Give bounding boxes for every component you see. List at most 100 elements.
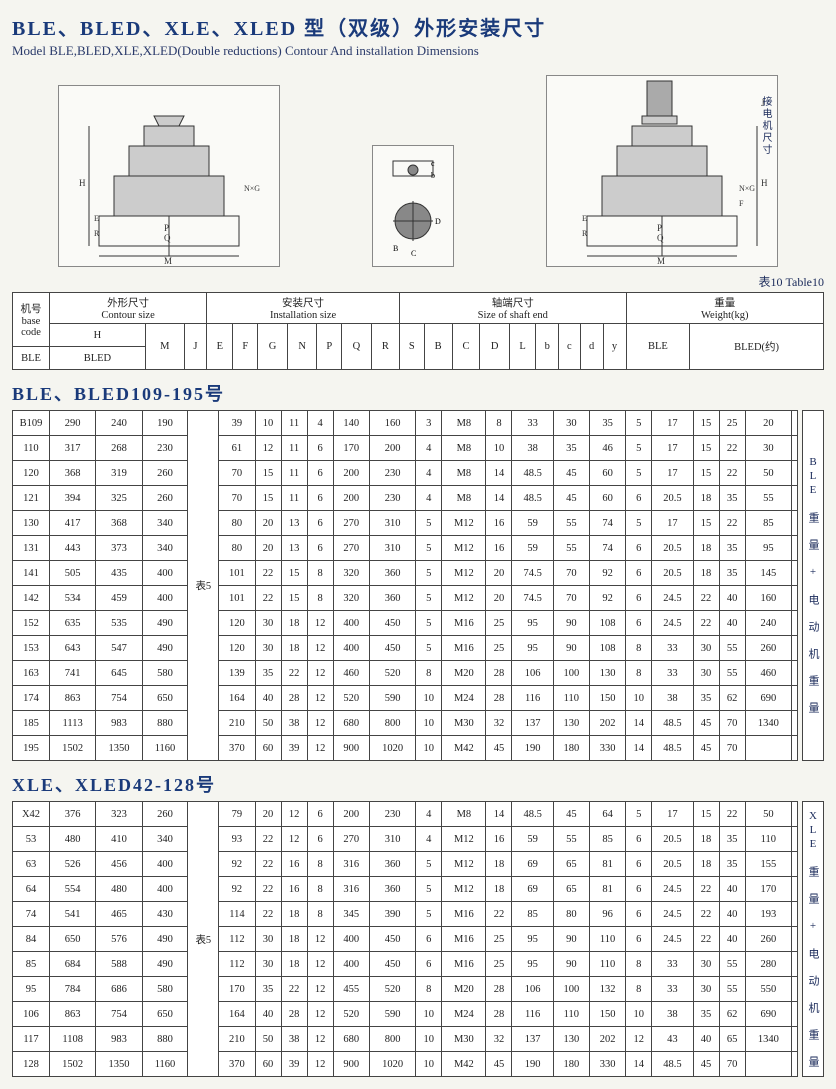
data-cell: 11 xyxy=(281,486,307,511)
data-cell: 28 xyxy=(281,1002,307,1027)
data-cell: 534 xyxy=(50,586,96,611)
data-cell: 317 xyxy=(50,436,96,461)
data-cell: 1108 xyxy=(50,1027,96,1052)
data-cell: 96 xyxy=(589,902,625,927)
data-cell: 319 xyxy=(96,461,142,486)
data-cell: 164 xyxy=(219,1002,255,1027)
data-cell: 24.5 xyxy=(652,611,693,636)
data-cell: 400 xyxy=(333,927,369,952)
data-cell: 17 xyxy=(652,436,693,461)
data-cell: 74 xyxy=(13,902,50,927)
data-cell: 12 xyxy=(307,1027,333,1052)
data-cell: 190 xyxy=(142,411,188,436)
data-cell: 325 xyxy=(96,486,142,511)
col-c: c xyxy=(559,324,580,370)
data-cell: 5 xyxy=(416,586,442,611)
data-cell: 8 xyxy=(416,977,442,1002)
data-cell: 70 xyxy=(219,461,255,486)
data-cell: 373 xyxy=(96,536,142,561)
data-cell: 38 xyxy=(281,1027,307,1052)
title-chinese: BLE、BLED、XLE、XLED 型（双级）外形安装尺寸 xyxy=(12,12,824,41)
data-cell: M12 xyxy=(442,586,486,611)
data-cell: 340 xyxy=(142,827,188,852)
data-cell: 141 xyxy=(13,561,50,586)
data-cell: 79 xyxy=(219,802,255,827)
data-cell: 74 xyxy=(589,536,625,561)
data-cell: 20 xyxy=(255,536,281,561)
xle-data-table: X42376323260表579201262002304M81448.54564… xyxy=(12,801,798,1077)
svg-text:R: R xyxy=(94,229,100,238)
col-F: F xyxy=(233,324,258,370)
svg-text:P: P xyxy=(657,223,662,233)
data-cell: 121 xyxy=(13,486,50,511)
data-cell: 12 xyxy=(307,1052,333,1077)
data-cell: M30 xyxy=(442,1027,486,1052)
data-cell: 260 xyxy=(745,927,791,952)
data-cell: 108 xyxy=(589,636,625,661)
data-cell: 45 xyxy=(693,736,719,761)
data-cell: 310 xyxy=(369,827,415,852)
data-cell: 70 xyxy=(719,1052,745,1077)
data-cell: 900 xyxy=(333,736,369,761)
data-cell: 323 xyxy=(96,802,142,827)
data-cell: 18 xyxy=(486,852,512,877)
data-cell: 550 xyxy=(745,977,791,1002)
data-cell: 22 xyxy=(693,586,719,611)
data-cell: 59 xyxy=(512,827,553,852)
data-cell: 24.5 xyxy=(652,902,693,927)
data-cell: 43 xyxy=(652,1027,693,1052)
data-cell: 547 xyxy=(96,636,142,661)
data-cell: 880 xyxy=(142,711,188,736)
data-cell: M24 xyxy=(442,686,486,711)
contour-diagram-right: H J M Q P N×G F E R 接电机尺寸 xyxy=(546,75,778,267)
data-cell: 170 xyxy=(333,436,369,461)
data-cell: 6 xyxy=(626,611,652,636)
data-cell: 360 xyxy=(369,877,415,902)
data-cell: 33 xyxy=(652,977,693,1002)
data-cell: 15 xyxy=(693,436,719,461)
data-cell: 25 xyxy=(486,927,512,952)
data-cell: 400 xyxy=(142,561,188,586)
svg-text:H: H xyxy=(79,178,86,188)
data-cell: 60 xyxy=(255,1052,281,1077)
data-cell: 55 xyxy=(719,636,745,661)
data-cell: 12 xyxy=(307,611,333,636)
data-cell: 80 xyxy=(219,511,255,536)
data-cell: 541 xyxy=(50,902,96,927)
data-cell: 39 xyxy=(219,411,255,436)
data-cell: 110 xyxy=(553,1002,589,1027)
data-cell: 85 xyxy=(745,511,791,536)
data-cell: 376 xyxy=(50,802,96,827)
data-cell: 417 xyxy=(50,511,96,536)
col-H-BLE: BLE xyxy=(13,347,50,370)
data-cell: 6 xyxy=(626,877,652,902)
data-cell: 35 xyxy=(553,436,589,461)
data-cell: 50 xyxy=(745,802,791,827)
table-row: 957846865801703522124555208M202810610013… xyxy=(13,977,798,1002)
data-cell: 55 xyxy=(553,536,589,561)
data-cell: 60 xyxy=(255,736,281,761)
title-english: Model BLE,BLED,XLE,XLED(Double reduction… xyxy=(12,43,824,59)
data-cell: 14 xyxy=(486,802,512,827)
data-cell: 20 xyxy=(255,802,281,827)
data-cell: 35 xyxy=(719,486,745,511)
data-cell xyxy=(791,461,797,486)
data-cell: 12 xyxy=(307,927,333,952)
data-cell: 590 xyxy=(369,686,415,711)
data-cell: 10 xyxy=(255,411,281,436)
data-cell: 5 xyxy=(626,436,652,461)
data-cell: 12 xyxy=(307,736,333,761)
data-cell: 230 xyxy=(369,486,415,511)
data-cell xyxy=(791,927,797,952)
data-cell: 505 xyxy=(50,561,96,586)
data-cell: 983 xyxy=(96,1027,142,1052)
data-cell: 70 xyxy=(553,561,589,586)
data-cell: M12 xyxy=(442,536,486,561)
data-cell: 48.5 xyxy=(512,461,553,486)
data-cell: 55 xyxy=(553,511,589,536)
col-contour: 外形尺寸Contour size xyxy=(50,293,207,324)
data-cell xyxy=(791,536,797,561)
data-cell: 368 xyxy=(50,461,96,486)
data-cell: 33 xyxy=(652,952,693,977)
data-cell: 8 xyxy=(307,852,333,877)
